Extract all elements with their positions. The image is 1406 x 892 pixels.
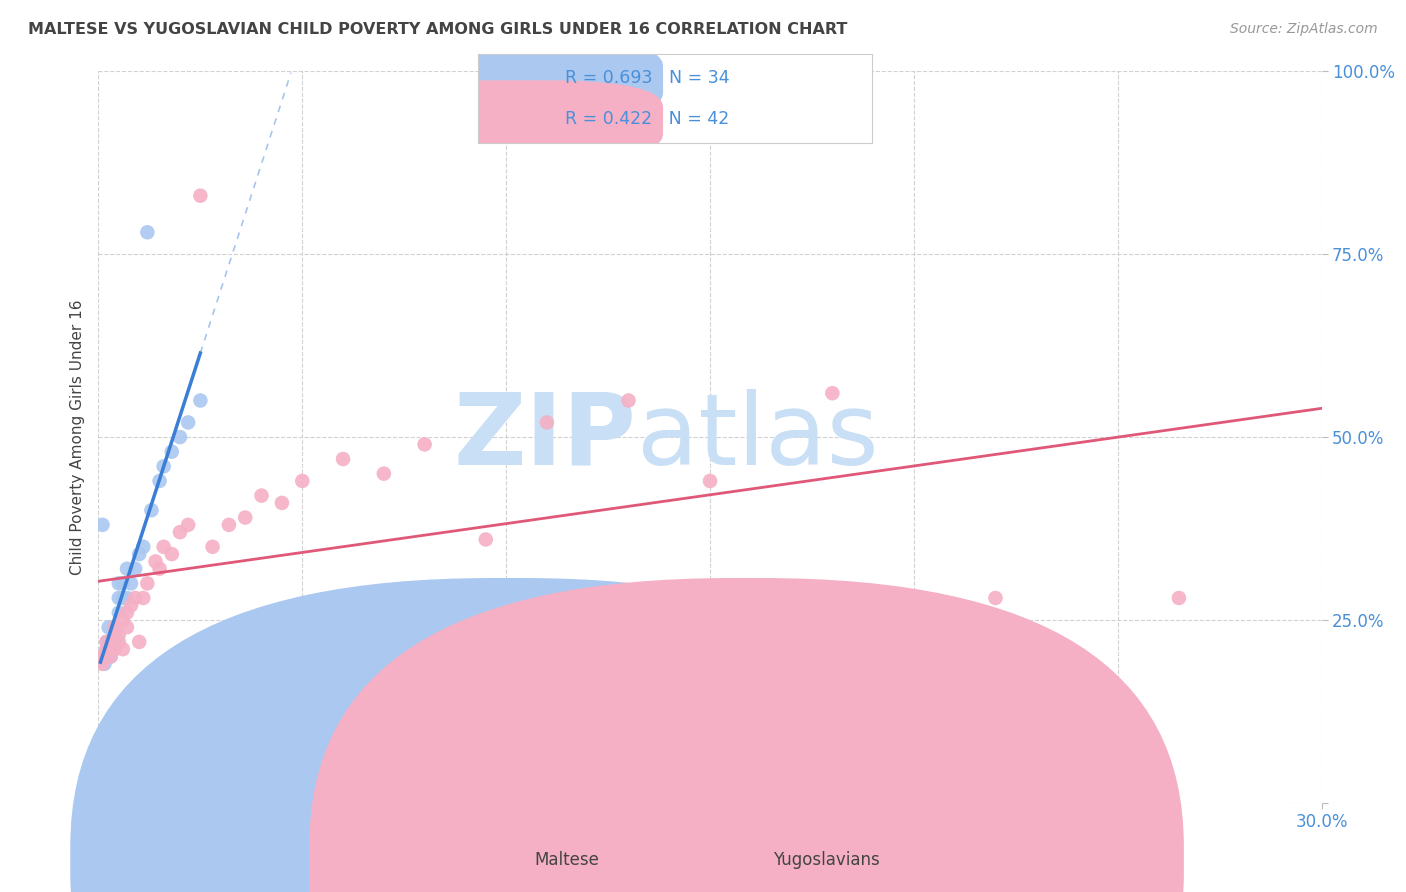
Point [96,642,118,657]
Point [128,547,150,561]
Text: R = 0.422   N = 42: R = 0.422 N = 42 [565,110,728,128]
Point [132,540,155,554]
Point [177,517,200,532]
Point [536,416,558,430]
Y-axis label: Child Poverty Among Girls Under 16: Child Poverty Among Girls Under 16 [70,300,86,574]
Point [100,635,122,649]
Point [169,430,191,444]
Point [97,620,120,634]
Text: R = 0.693   N = 34: R = 0.693 N = 34 [565,70,730,87]
Point [233,510,256,524]
Point [132,591,155,605]
Point [136,576,159,591]
Point [188,188,212,202]
Point [104,635,127,649]
Point [96,635,118,649]
Point [91,649,114,664]
Point [160,547,183,561]
Point [108,591,131,605]
Point [617,393,640,408]
Point [120,599,142,613]
Point [169,525,191,540]
Point [108,627,131,641]
Point [136,225,159,239]
Point [149,474,172,488]
FancyBboxPatch shape [375,39,664,120]
Point [120,576,142,591]
Point [270,496,294,510]
Point [141,503,163,517]
Text: Maltese: Maltese [534,851,599,869]
Text: ZIP: ZIP [454,389,637,485]
Point [104,620,127,634]
Point [100,635,122,649]
Text: Source: ZipAtlas.com: Source: ZipAtlas.com [1230,22,1378,37]
Point [111,613,134,627]
Point [111,642,134,657]
Point [250,489,273,503]
Point [100,635,122,649]
Point [115,620,138,634]
Point [160,444,183,458]
Point [152,459,174,474]
Point [373,467,395,481]
Point [104,627,127,641]
Point [91,517,114,532]
Point [145,554,167,568]
Point [291,474,314,488]
Point [115,606,138,620]
Point [124,562,146,576]
Point [104,620,127,634]
Point [201,540,224,554]
Text: MALTESE VS YUGOSLAVIAN CHILD POVERTY AMONG GIRLS UNDER 16 CORRELATION CHART: MALTESE VS YUGOSLAVIAN CHILD POVERTY AMO… [28,22,848,37]
Point [108,606,131,620]
Point [108,576,131,591]
Point [111,591,134,605]
Point [124,591,146,605]
Point [128,635,150,649]
Point [115,562,138,576]
Point [115,591,138,605]
Point [100,649,122,664]
Point [100,642,122,657]
Text: Yugoslavians: Yugoslavians [773,851,880,869]
Point [332,452,354,467]
Point [821,386,844,401]
Point [91,649,114,664]
Point [100,649,122,664]
Point [474,533,498,547]
Point [413,437,436,451]
Point [91,657,114,671]
Point [89,773,111,788]
Point [1167,591,1189,605]
Point [699,474,721,488]
Point [108,635,131,649]
Point [96,642,118,657]
Text: atlas: atlas [637,389,879,485]
Point [96,635,118,649]
Point [984,591,1007,605]
Point [188,393,212,408]
Point [177,416,200,430]
Point [111,576,134,591]
Point [93,657,115,671]
Point [152,540,174,554]
Point [218,517,240,532]
Point [104,642,127,657]
Point [96,649,118,664]
Point [149,562,172,576]
FancyBboxPatch shape [375,80,664,161]
